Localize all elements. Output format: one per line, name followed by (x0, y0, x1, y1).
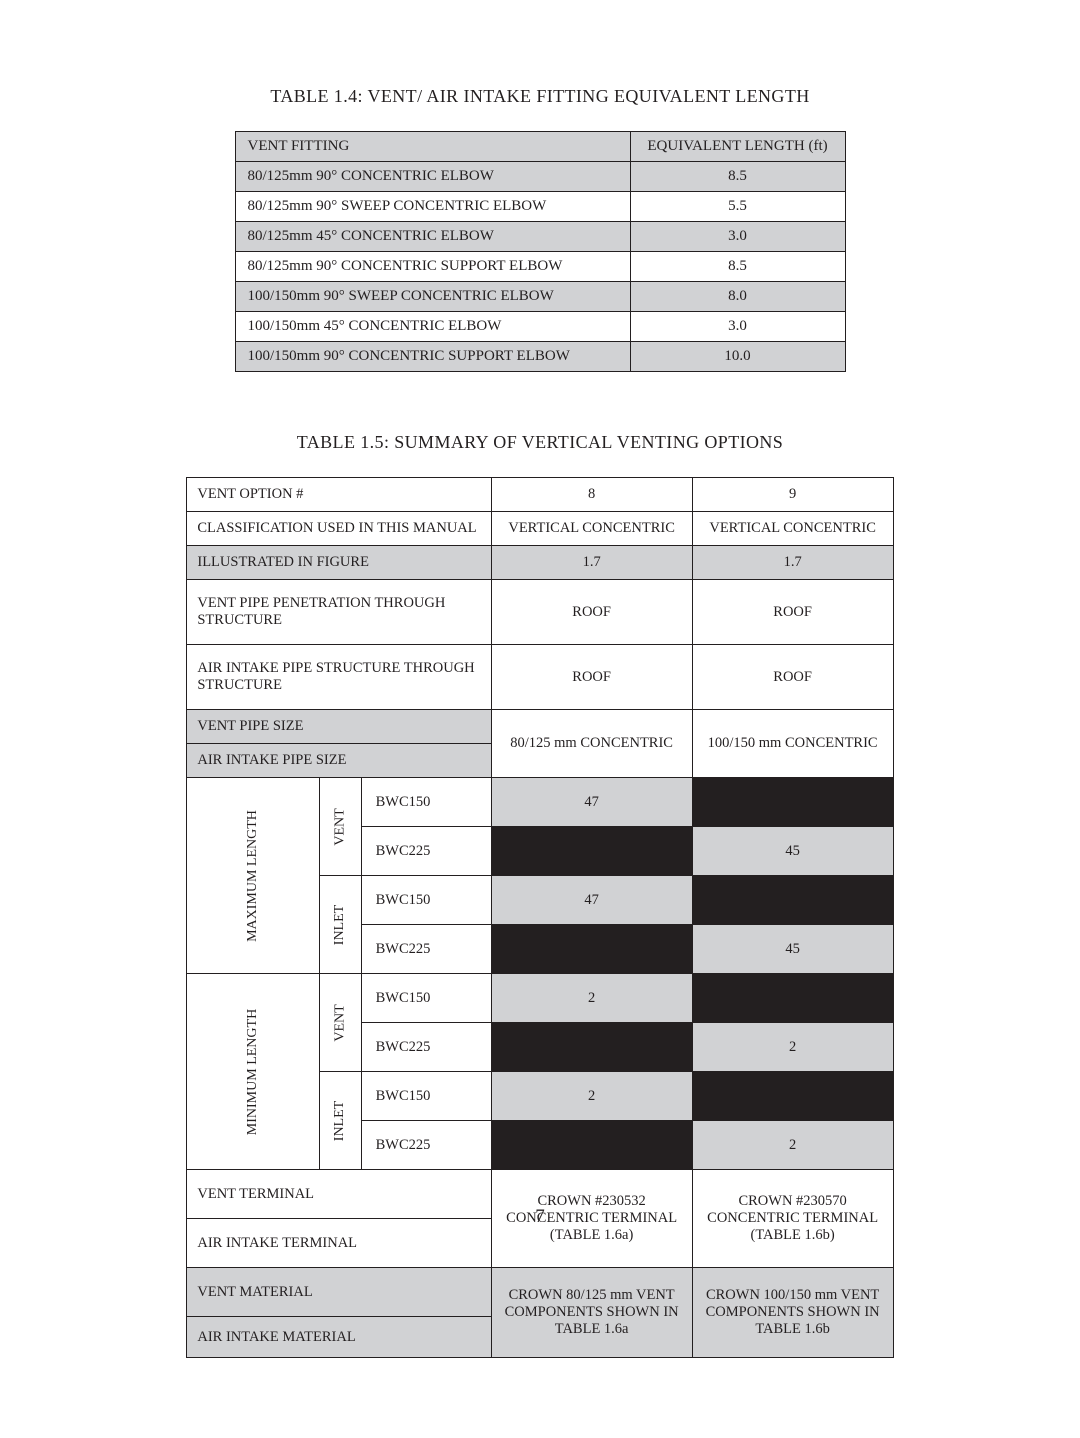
table-row: CLASSIFICATION USED IN THIS MANUAL VERTI… (187, 512, 893, 546)
cell: 5.5 (630, 192, 845, 222)
cell: 2 (491, 1072, 692, 1121)
cell: ROOF (491, 645, 692, 710)
blackout-cell (692, 1072, 893, 1121)
table-row: 80/125mm 90° CONCENTRIC SUPPORT ELBOW 8.… (235, 252, 845, 282)
table-row: 80/125mm 90° CONCENTRIC ELBOW 8.5 (235, 162, 845, 192)
blackout-cell (692, 778, 893, 827)
cell: BWC150 (361, 974, 491, 1023)
cell: 80/125mm 45° CONCENTRIC ELBOW (235, 222, 630, 252)
cell: BWC225 (361, 1023, 491, 1072)
table-row: ILLUSTRATED IN FIGURE 1.7 1.7 (187, 546, 893, 580)
cell: VENT PIPE SIZE (187, 710, 491, 744)
table-row: VENT MATERIAL CROWN 80/125 mm VENT COMPO… (187, 1268, 893, 1317)
cell: 2 (692, 1023, 893, 1072)
cell: AIR INTAKE PIPE STRUCTURE THROUGH STRUCT… (187, 645, 491, 710)
vent-label: VENT (332, 1004, 348, 1041)
rotated-cell: INLET (320, 876, 361, 974)
rotated-cell: VENT (320, 974, 361, 1072)
cell: 47 (491, 876, 692, 925)
cell: ROOF (692, 580, 893, 645)
table-row: VENT PIPE SIZE 80/125 mm CONCENTRIC 100/… (187, 710, 893, 744)
cell: 100/150 mm CONCENTRIC (692, 710, 893, 778)
cell: BWC150 (361, 778, 491, 827)
rotated-cell: MINIMUM LENGTH (187, 974, 320, 1170)
cell: BWC150 (361, 1072, 491, 1121)
page-number: 7 (0, 1206, 1080, 1228)
blackout-cell (491, 827, 692, 876)
min-length-label: MINIMUM LENGTH (245, 1009, 261, 1135)
cell: 3.0 (630, 222, 845, 252)
cell: 1.7 (491, 546, 692, 580)
cell: BWC225 (361, 827, 491, 876)
cell: 8.5 (630, 162, 845, 192)
cell: VERTICAL CONCENTRIC (692, 512, 893, 546)
cell: 45 (692, 925, 893, 974)
table-row: VENT PIPE PENETRATION THROUGH STRUCTURE … (187, 580, 893, 645)
cell: ROOF (692, 645, 893, 710)
cell: BWC150 (361, 876, 491, 925)
cell: 100/150mm 90° CONCENTRIC SUPPORT ELBOW (235, 342, 630, 372)
cell: 80/125mm 90° CONCENTRIC SUPPORT ELBOW (235, 252, 630, 282)
header-cell: EQUIVALENT LENGTH (ft) (630, 132, 845, 162)
inlet-label: INLET (332, 1101, 348, 1141)
cell: 80/125mm 90° SWEEP CONCENTRIC ELBOW (235, 192, 630, 222)
cell: AIR INTAKE PIPE SIZE (187, 744, 491, 778)
table-row: 80/125mm 90° SWEEP CONCENTRIC ELBOW 5.5 (235, 192, 845, 222)
cell: AIR INTAKE MATERIAL (187, 1317, 491, 1358)
blackout-cell (692, 876, 893, 925)
cell: 45 (692, 827, 893, 876)
rotated-cell: MAXIMUM LENGTH (187, 778, 320, 974)
cell: 100/150mm 90° SWEEP CONCENTRIC ELBOW (235, 282, 630, 312)
inlet-label: INLET (332, 905, 348, 945)
table-row: 100/150mm 45° CONCENTRIC ELBOW 3.0 (235, 312, 845, 342)
cell: ILLUSTRATED IN FIGURE (187, 546, 491, 580)
table-row: 80/125mm 45° CONCENTRIC ELBOW 3.0 (235, 222, 845, 252)
cell: 80/125 mm CONCENTRIC (491, 710, 692, 778)
max-length-label: MAXIMUM LENGTH (245, 810, 261, 942)
table-1-5-title: TABLE 1.5: SUMMARY OF VERTICAL VENTING O… (60, 432, 1020, 453)
page: TABLE 1.4: VENT/ AIR INTAKE FITTING EQUI… (0, 0, 1080, 1438)
cell: 2 (692, 1121, 893, 1170)
cell: 10.0 (630, 342, 845, 372)
rotated-cell: VENT (320, 778, 361, 876)
cell: ROOF (491, 580, 692, 645)
cell: VERTICAL CONCENTRIC (491, 512, 692, 546)
table-row: 100/150mm 90° CONCENTRIC SUPPORT ELBOW 1… (235, 342, 845, 372)
rotated-cell: INLET (320, 1072, 361, 1170)
cell: 9 (692, 478, 893, 512)
table-row: VENT OPTION # 8 9 (187, 478, 893, 512)
cell: VENT MATERIAL (187, 1268, 491, 1317)
cell: 8.5 (630, 252, 845, 282)
blackout-cell (491, 925, 692, 974)
cell: CLASSIFICATION USED IN THIS MANUAL (187, 512, 491, 546)
cell: 100/150mm 45° CONCENTRIC ELBOW (235, 312, 630, 342)
table-row: MAXIMUM LENGTH VENT BWC150 47 (187, 778, 893, 827)
table-1-4-title: TABLE 1.4: VENT/ AIR INTAKE FITTING EQUI… (60, 86, 1020, 107)
cell: CROWN 80/125 mm VENT COMPONENTS SHOWN IN… (491, 1268, 692, 1358)
cell: 8.0 (630, 282, 845, 312)
cell: 3.0 (630, 312, 845, 342)
table-1-4: VENT FITTING EQUIVALENT LENGTH (ft) 80/1… (235, 131, 846, 372)
cell: CROWN 100/150 mm VENT COMPONENTS SHOWN I… (692, 1268, 893, 1358)
table-row: AIR INTAKE PIPE STRUCTURE THROUGH STRUCT… (187, 645, 893, 710)
table-row: MINIMUM LENGTH VENT BWC150 2 (187, 974, 893, 1023)
blackout-cell (491, 1121, 692, 1170)
cell: VENT OPTION # (187, 478, 491, 512)
cell: VENT PIPE PENETRATION THROUGH STRUCTURE (187, 580, 491, 645)
cell: 80/125mm 90° CONCENTRIC ELBOW (235, 162, 630, 192)
cell: 8 (491, 478, 692, 512)
header-cell: VENT FITTING (235, 132, 630, 162)
cell: BWC225 (361, 1121, 491, 1170)
cell: BWC225 (361, 925, 491, 974)
blackout-cell (692, 974, 893, 1023)
vent-label: VENT (332, 808, 348, 845)
cell: 2 (491, 974, 692, 1023)
blackout-cell (491, 1023, 692, 1072)
cell: 1.7 (692, 546, 893, 580)
table-row: VENT FITTING EQUIVALENT LENGTH (ft) (235, 132, 845, 162)
table-row: 100/150mm 90° SWEEP CONCENTRIC ELBOW 8.0 (235, 282, 845, 312)
cell: 47 (491, 778, 692, 827)
